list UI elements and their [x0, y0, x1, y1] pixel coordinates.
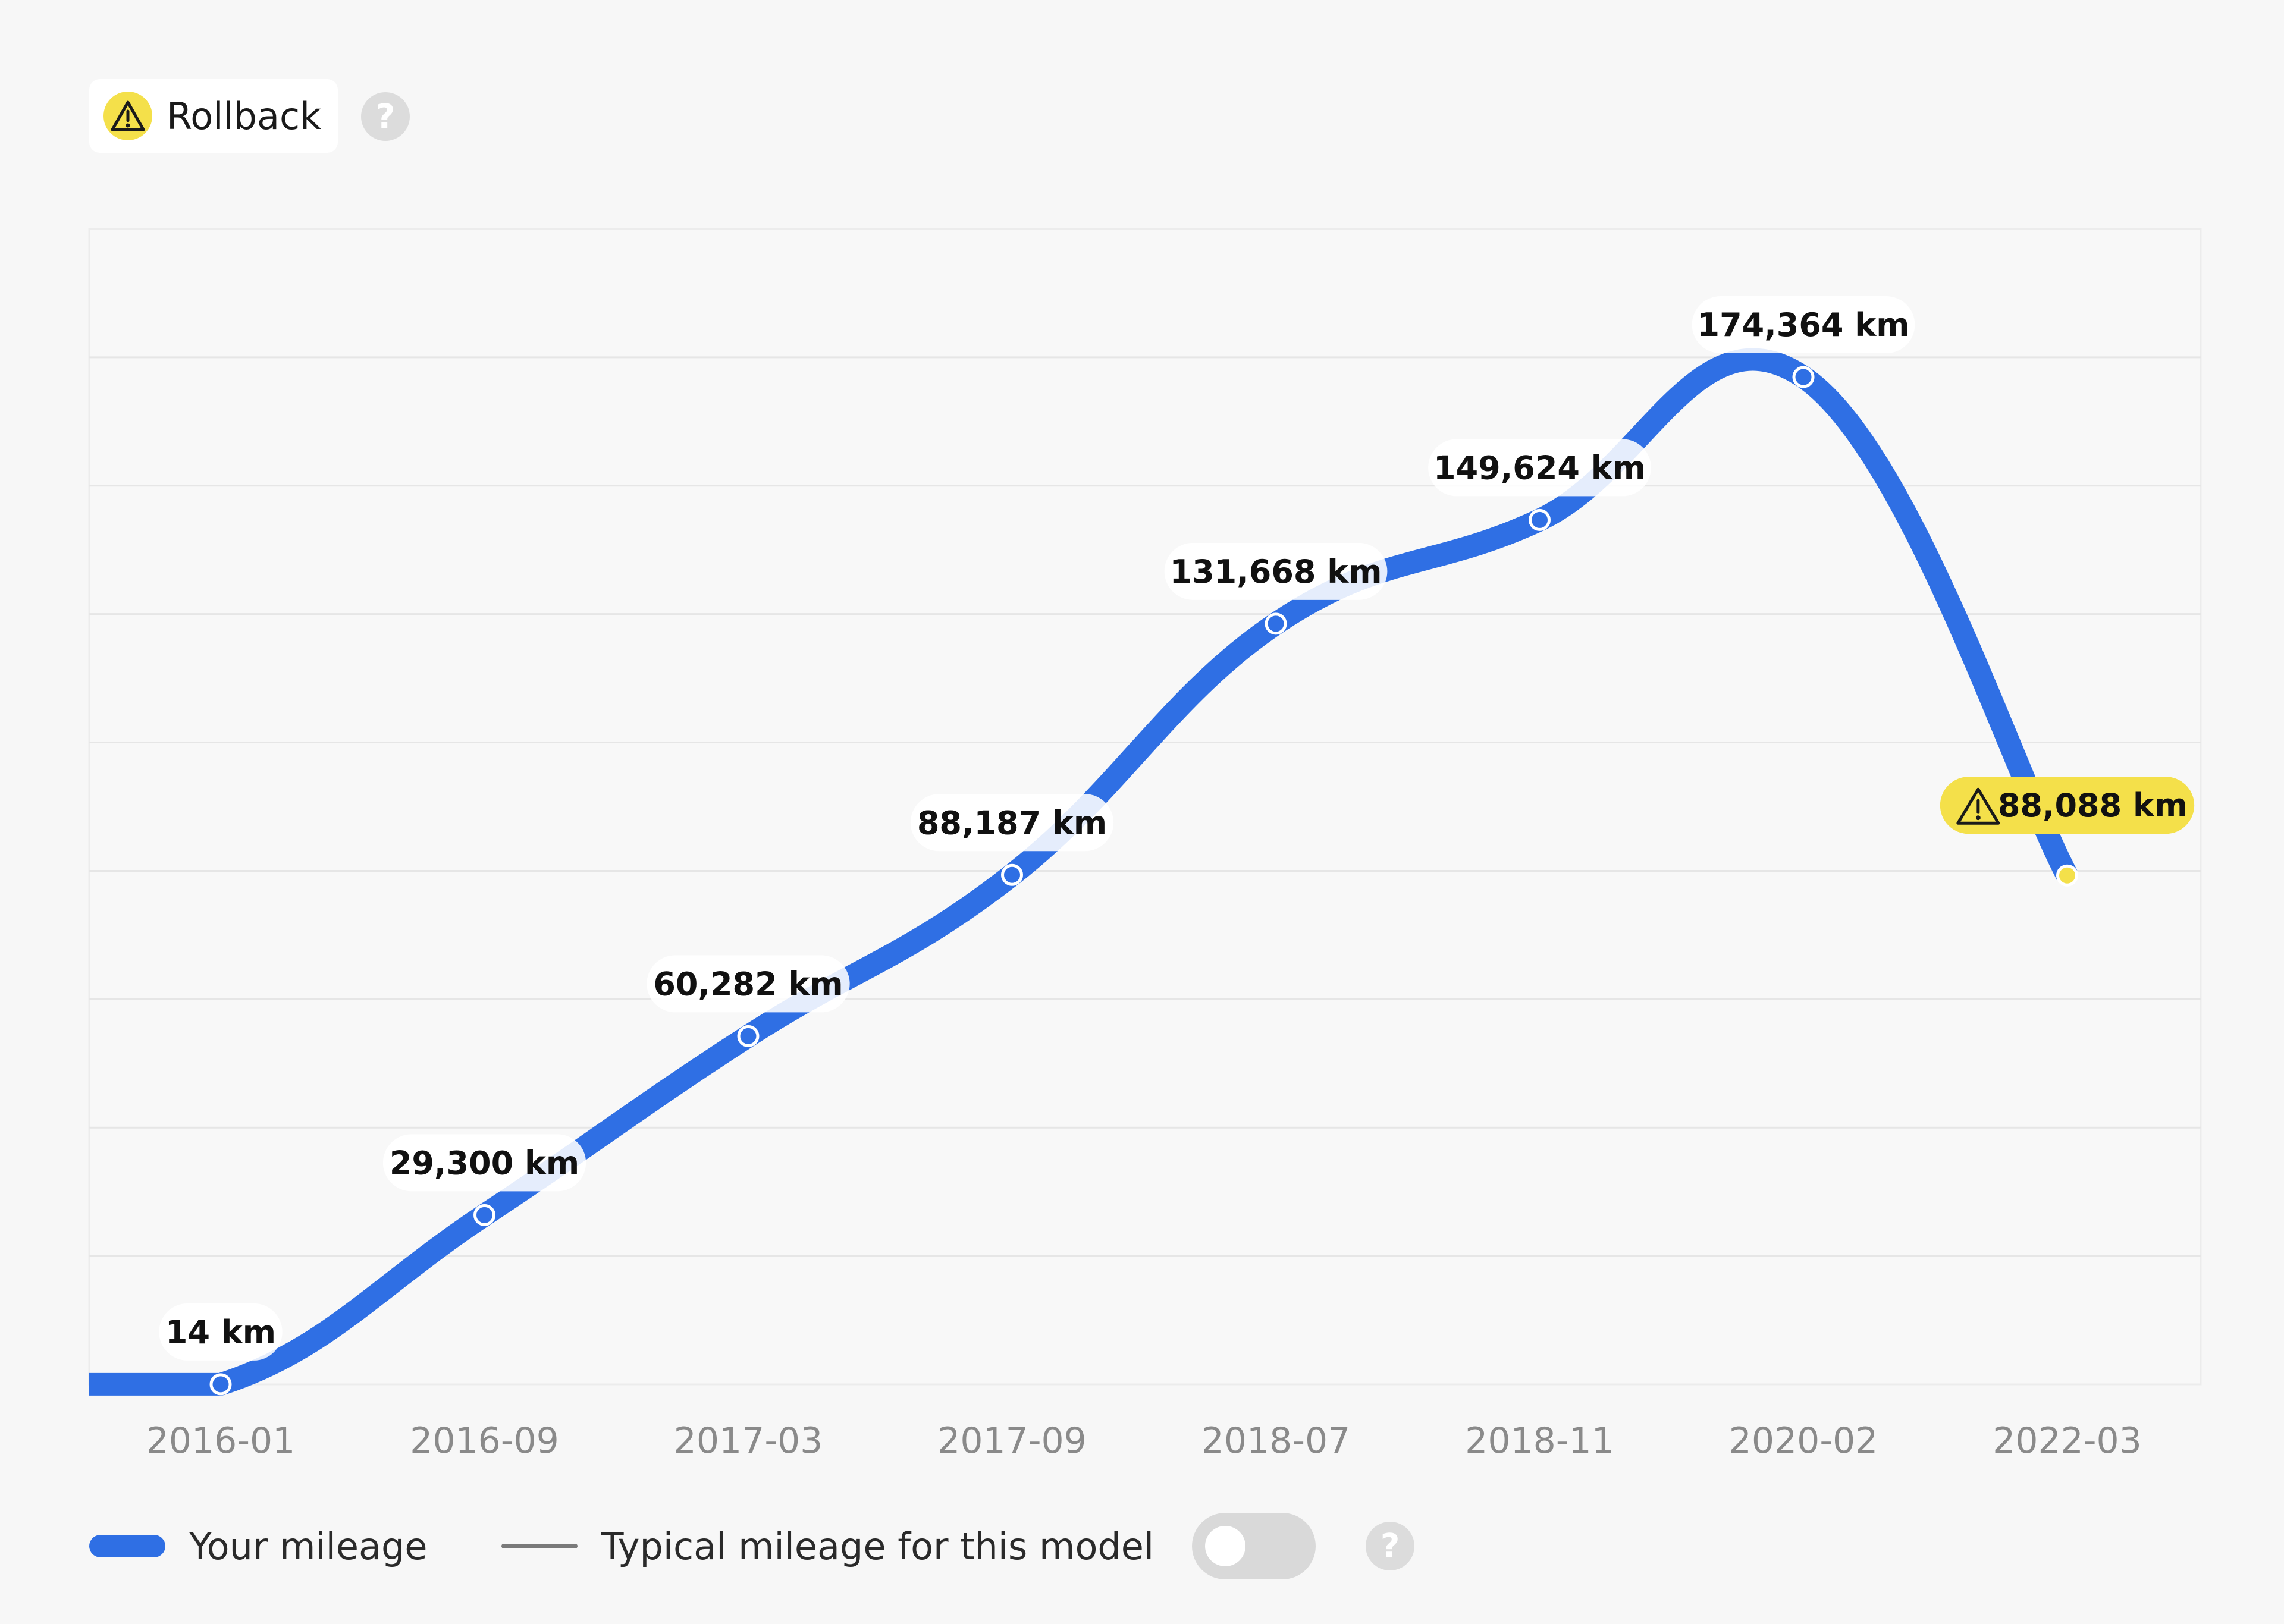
data-label: 149,624 km	[1428, 439, 1651, 497]
data-label-text: 88,187 km	[917, 804, 1107, 841]
data-label-text: 131,668 km	[1170, 553, 1382, 590]
warning-icon	[1956, 787, 2000, 825]
x-tick-label: 2016-01	[146, 1420, 296, 1462]
x-tick-label: 2022-03	[1993, 1420, 2142, 1462]
data-point[interactable]	[209, 1373, 232, 1396]
data-label-text: 14 km	[165, 1314, 276, 1351]
data-label-background	[910, 794, 1114, 852]
data-label-background	[1164, 542, 1388, 600]
data-label-background	[159, 1303, 283, 1361]
data-point[interactable]	[1265, 612, 1287, 635]
data-point[interactable]	[737, 1025, 760, 1047]
x-tick-label: 2017-09	[937, 1420, 1087, 1462]
data-point[interactable]	[1792, 366, 1815, 388]
chart-grid	[88, 228, 2202, 1386]
rollback-label: Rollback	[167, 94, 322, 138]
data-label: 60,282 km	[647, 955, 850, 1013]
data-label-flagged: 88,088 km	[1940, 777, 2195, 834]
chart-points	[209, 366, 2078, 1396]
data-label: 14 km	[159, 1303, 283, 1361]
chart-legend: Your mileage Typical mileage for this mo…	[89, 1510, 1415, 1582]
x-tick-label: 2016-09	[410, 1420, 559, 1462]
data-label: 29,300 km	[382, 1134, 586, 1192]
legend-swatch-typical-mileage	[501, 1544, 578, 1548]
data-point[interactable]	[1001, 863, 1023, 886]
rollback-help-icon[interactable]: ?	[361, 92, 410, 141]
warning-icon	[103, 92, 152, 140]
chart-data-labels: 14 km 29,300 km 60,282 km 88,187 km 131,668 …	[159, 296, 2195, 1361]
data-label-text: 149,624 km	[1433, 449, 1646, 486]
data-label: 131,668 km	[1164, 542, 1388, 600]
chart-x-ticks: 2016-01 2016-09 2017-03 2017-09 2018-07 2018-…	[146, 1420, 2142, 1462]
data-point[interactable]	[1529, 508, 1551, 531]
x-tick-label: 2018-07	[1201, 1420, 1351, 1462]
typical-mileage-help-icon[interactable]: ?	[1366, 1522, 1415, 1570]
data-label-background	[1692, 296, 1915, 354]
data-point-flagged[interactable]	[2056, 864, 2078, 887]
x-tick-label: 2020-02	[1729, 1420, 1878, 1462]
typical-mileage-toggle[interactable]	[1192, 1513, 1316, 1579]
data-point[interactable]	[473, 1204, 495, 1226]
data-label-text: 60,282 km	[653, 965, 843, 1003]
data-label: 174,364 km	[1692, 296, 1915, 354]
data-label: 88,187 km	[910, 794, 1114, 852]
data-label-text: 174,364 km	[1698, 306, 1910, 344]
plot-area	[88, 228, 2202, 1386]
rollback-badge: Rollback	[89, 79, 338, 153]
x-tick-label: 2018-11	[1465, 1420, 1614, 1462]
data-label-background	[1940, 777, 2195, 834]
legend-label-typical-mileage: Typical mileage for this model	[601, 1524, 1154, 1568]
data-label-background	[1428, 439, 1651, 497]
data-label-background	[382, 1134, 586, 1192]
x-tick-label: 2017-03	[674, 1420, 823, 1462]
toggle-knob	[1205, 1526, 1246, 1566]
data-label-text: 29,300 km	[390, 1144, 579, 1182]
legend-label-your-mileage: Your mileage	[189, 1524, 428, 1568]
legend-swatch-your-mileage	[89, 1535, 165, 1557]
data-label-background	[647, 955, 850, 1013]
data-label-text: 88,088 km	[1998, 787, 2188, 824]
